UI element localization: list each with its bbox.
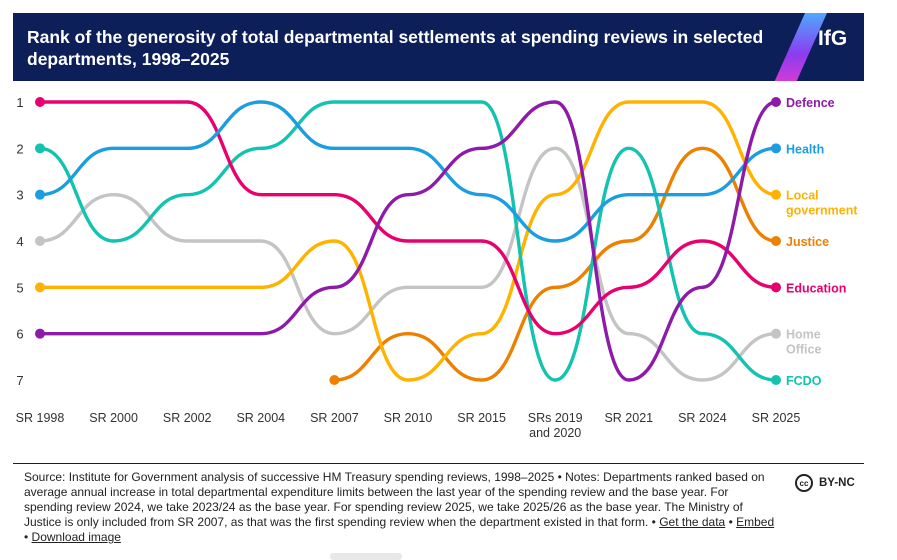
x-tick-label: SR 2025: [752, 411, 801, 425]
series-line-fcdo[interactable]: [38, 100, 778, 382]
start-point-justice[interactable]: [329, 375, 340, 385]
x-tick-label: SRs 2019 and 2020: [528, 411, 583, 440]
end-point-justice[interactable]: [771, 236, 781, 246]
end-point-home-office[interactable]: [771, 328, 781, 339]
get-data-link[interactable]: Get the data: [659, 515, 726, 529]
end-point-fcdo[interactable]: [771, 375, 781, 385]
start-point-home-office[interactable]: [35, 236, 45, 246]
chart-header: Rank of the generosity of total departme…: [13, 13, 864, 81]
y-tick-label: 1: [16, 95, 23, 110]
y-tick-label: 2: [16, 141, 23, 156]
footer-divider: [13, 463, 864, 464]
scroll-handle[interactable]: [330, 553, 402, 560]
series-label-education: Education: [786, 281, 846, 295]
series-lines: [38, 100, 778, 382]
license-badge[interactable]: cc BY-NC: [795, 474, 855, 492]
download-image-link[interactable]: Download image: [31, 530, 121, 544]
x-axis-ticks: SR 1998 SR 2000 SR 2002 SR 2004 SR 2007 SR 20…: [16, 411, 801, 440]
series-line-home-office[interactable]: [38, 146, 778, 382]
x-tick-label: SR 2000: [89, 411, 138, 425]
end-point-health[interactable]: [771, 143, 781, 154]
end-point-defence[interactable]: [771, 97, 781, 107]
series-label-home-office: Home Office: [786, 328, 821, 357]
start-point-fcdo[interactable]: [35, 143, 45, 154]
start-point-health[interactable]: [35, 189, 45, 200]
series-label-health: Health: [786, 142, 824, 156]
x-tick-label: SR 2010: [384, 411, 433, 425]
embed-link[interactable]: Embed: [736, 515, 775, 529]
y-tick-label: 3: [16, 188, 23, 203]
ifg-logo: IfG: [818, 27, 848, 50]
series-endpoints: [35, 97, 781, 385]
series-line-defence[interactable]: [38, 100, 778, 382]
x-tick-label: SR 2021: [604, 411, 653, 425]
series-label-defence: Defence: [786, 96, 835, 110]
series-line-local-government[interactable]: [38, 100, 778, 382]
x-tick-label: SR 2004: [236, 411, 285, 425]
x-tick-label: SR 2024: [678, 411, 727, 425]
creative-commons-icon: cc: [795, 474, 813, 492]
y-tick-label: 5: [16, 280, 23, 295]
end-point-local-government[interactable]: [771, 189, 781, 200]
series-label-justice: Justice: [786, 235, 829, 249]
start-point-local-government[interactable]: [35, 282, 45, 293]
y-tick-label: 7: [16, 373, 23, 388]
x-tick-label: SR 1998: [16, 411, 65, 425]
x-tick-label: SR 2002: [163, 411, 212, 425]
y-axis-ticks: 1 2 3 4 5 6 7: [16, 95, 23, 388]
y-tick-label: 6: [16, 327, 23, 342]
footnote-text: Source: Institute for Government analysi…: [24, 470, 765, 529]
x-tick-label: SR 2007: [310, 411, 359, 425]
chart-footnote: Source: Institute for Government analysi…: [24, 470, 775, 544]
series-labels: Home Office Justice Local government FCDO Educ…: [786, 96, 858, 388]
chart-title: Rank of the generosity of total departme…: [27, 27, 764, 69]
start-point-defence[interactable]: [35, 328, 45, 339]
end-point-education[interactable]: [771, 282, 781, 293]
bump-chart: 1 2 3 4 5 6 7 SR 1998 SR 2000 SR 2002 SR 2004 SR 2…: [16, 95, 859, 440]
series-line-justice[interactable]: [332, 146, 778, 382]
series-label-local-government: Local government: [786, 189, 858, 218]
x-tick-label: SR 2015: [457, 411, 506, 425]
start-point-education[interactable]: [35, 97, 45, 107]
y-tick-label: 4: [16, 234, 23, 249]
series-line-health[interactable]: [38, 100, 778, 243]
series-line-education[interactable]: [38, 100, 778, 336]
series-label-fcdo: FCDO: [786, 374, 822, 388]
license-label: BY-NC: [819, 477, 855, 489]
